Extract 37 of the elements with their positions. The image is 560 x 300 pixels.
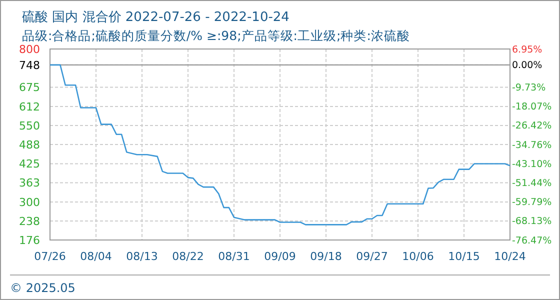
y2-tick-label: -68.13% (512, 216, 552, 228)
x-tick-label: 09/27 (356, 250, 388, 263)
x-tick-label: 10/15 (448, 250, 480, 263)
y-tick-label: 425 (19, 158, 40, 171)
y2-tick-label: 0.00% (512, 60, 542, 72)
y2-tick-label: -26.42% (512, 120, 552, 132)
y2-tick-label: 6.95% (512, 44, 542, 56)
line-series (49, 64, 511, 226)
y2-tick-label: -51.44% (512, 178, 552, 190)
x-tick-label: 10/06 (402, 250, 434, 263)
y2-tick-label: -76.47% (512, 235, 552, 246)
x-tick-label: 08/04 (80, 250, 112, 263)
x-tick-label: 08/31 (218, 250, 250, 263)
chart-subtitle: 品级:合格品;硫酸的质量分数/% ≥:98;产品等级:工业级;种类:浓硫酸 (22, 28, 410, 43)
y-tick-label: 363 (19, 176, 40, 190)
y-tick-label: 675 (19, 81, 40, 94)
x-tick-label: 10/24 (494, 250, 526, 263)
x-tick-label: 09/09 (264, 250, 296, 263)
y-tick-label: 488 (19, 138, 40, 152)
x-tick-label: 09/18 (310, 250, 342, 263)
text: © 2025.05 (10, 281, 76, 295)
y2-tick-label: -18.07% (512, 102, 552, 113)
y2-tick-label: -34.76% (512, 140, 552, 151)
y-tick-label: 612 (19, 100, 40, 114)
x-tick-label: 07/26 (34, 250, 66, 263)
y-tick-label: 176 (19, 234, 40, 247)
x-tick-label: 08/13 (126, 250, 158, 263)
y-tick-label: 550 (19, 119, 40, 132)
y-tick-label: 748 (19, 58, 40, 72)
y-tick-label: 238 (19, 214, 40, 228)
x-tick-label: 08/22 (172, 250, 204, 263)
y-tick-label: 300 (19, 196, 40, 209)
y2-tick-label: -9.73% (512, 82, 546, 94)
y2-tick-label: -59.79% (512, 197, 552, 208)
y-tick-label: 800 (19, 42, 40, 56)
y2-tick-label: -43.10% (512, 158, 552, 170)
chart-title: 硫酸 国内 混合价 2022-07-26 - 2022-10-24 (22, 10, 290, 25)
